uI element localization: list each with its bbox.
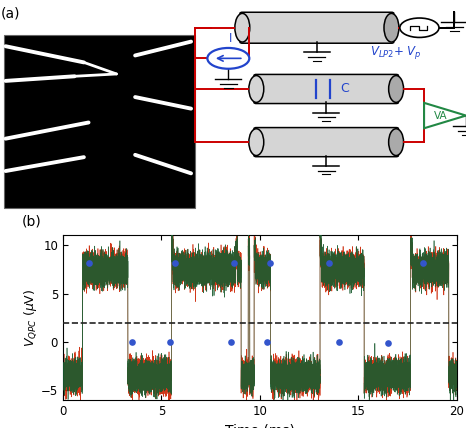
Circle shape [400, 18, 439, 37]
Text: C: C [340, 83, 349, 95]
Text: (b): (b) [21, 215, 41, 229]
Ellipse shape [389, 76, 404, 102]
Ellipse shape [249, 129, 264, 155]
FancyBboxPatch shape [254, 74, 398, 104]
Text: (a): (a) [1, 7, 21, 21]
Ellipse shape [389, 129, 404, 155]
Ellipse shape [249, 76, 264, 102]
FancyBboxPatch shape [240, 12, 394, 43]
Polygon shape [424, 103, 466, 128]
X-axis label: Time (ms): Time (ms) [225, 424, 295, 428]
Ellipse shape [384, 13, 399, 42]
Text: I: I [229, 32, 233, 45]
Text: VA: VA [433, 110, 447, 121]
Text: $V_{LP2}$$+$ $V_p$: $V_{LP2}$$+$ $V_p$ [370, 44, 422, 61]
Y-axis label: $V_{QPC}$ ($\mu$V): $V_{QPC}$ ($\mu$V) [23, 288, 40, 347]
FancyBboxPatch shape [254, 128, 398, 157]
Circle shape [207, 48, 249, 69]
Ellipse shape [235, 13, 250, 42]
Bar [4, 35, 195, 208]
